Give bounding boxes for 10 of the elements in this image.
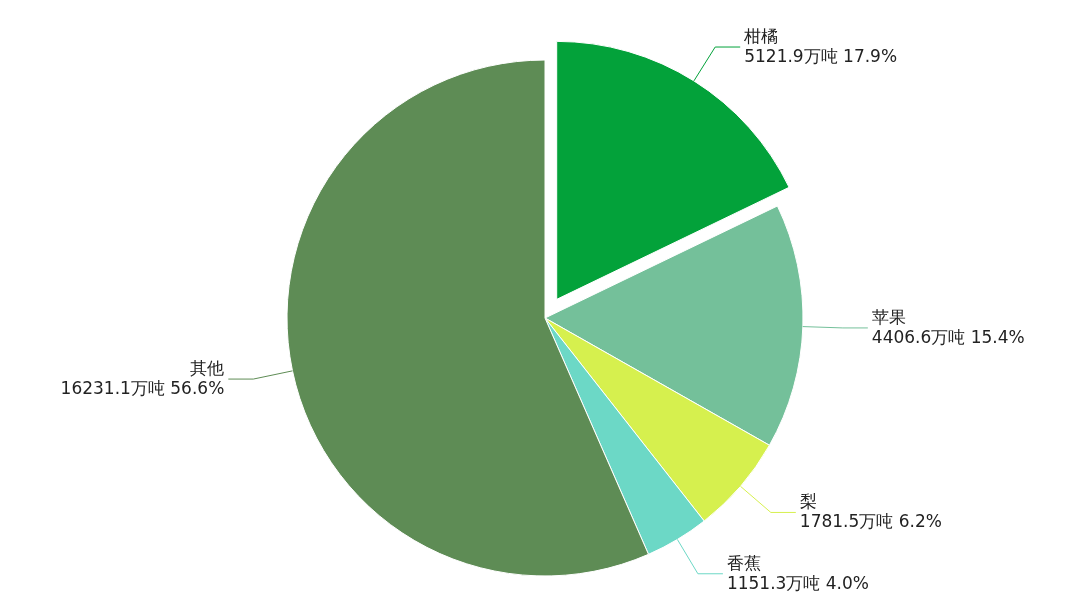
slice-label: 香蕉: [726, 552, 761, 573]
data-label: 16231.1万吨 56.6%: [60, 378, 225, 399]
slice-label: 苹果: [871, 306, 906, 327]
data-label: 4406.6万吨 15.4%: [871, 326, 1025, 347]
data-label: 5121.9万吨 17.9%: [744, 46, 898, 67]
data-label: 1151.3万吨 4.0%: [726, 572, 869, 593]
slice-label: 梨: [799, 491, 817, 512]
data-label: 1781.5万吨 6.2%: [799, 511, 942, 532]
slice-label: 其他: [190, 358, 225, 379]
slice-label: 柑橘: [743, 26, 779, 47]
